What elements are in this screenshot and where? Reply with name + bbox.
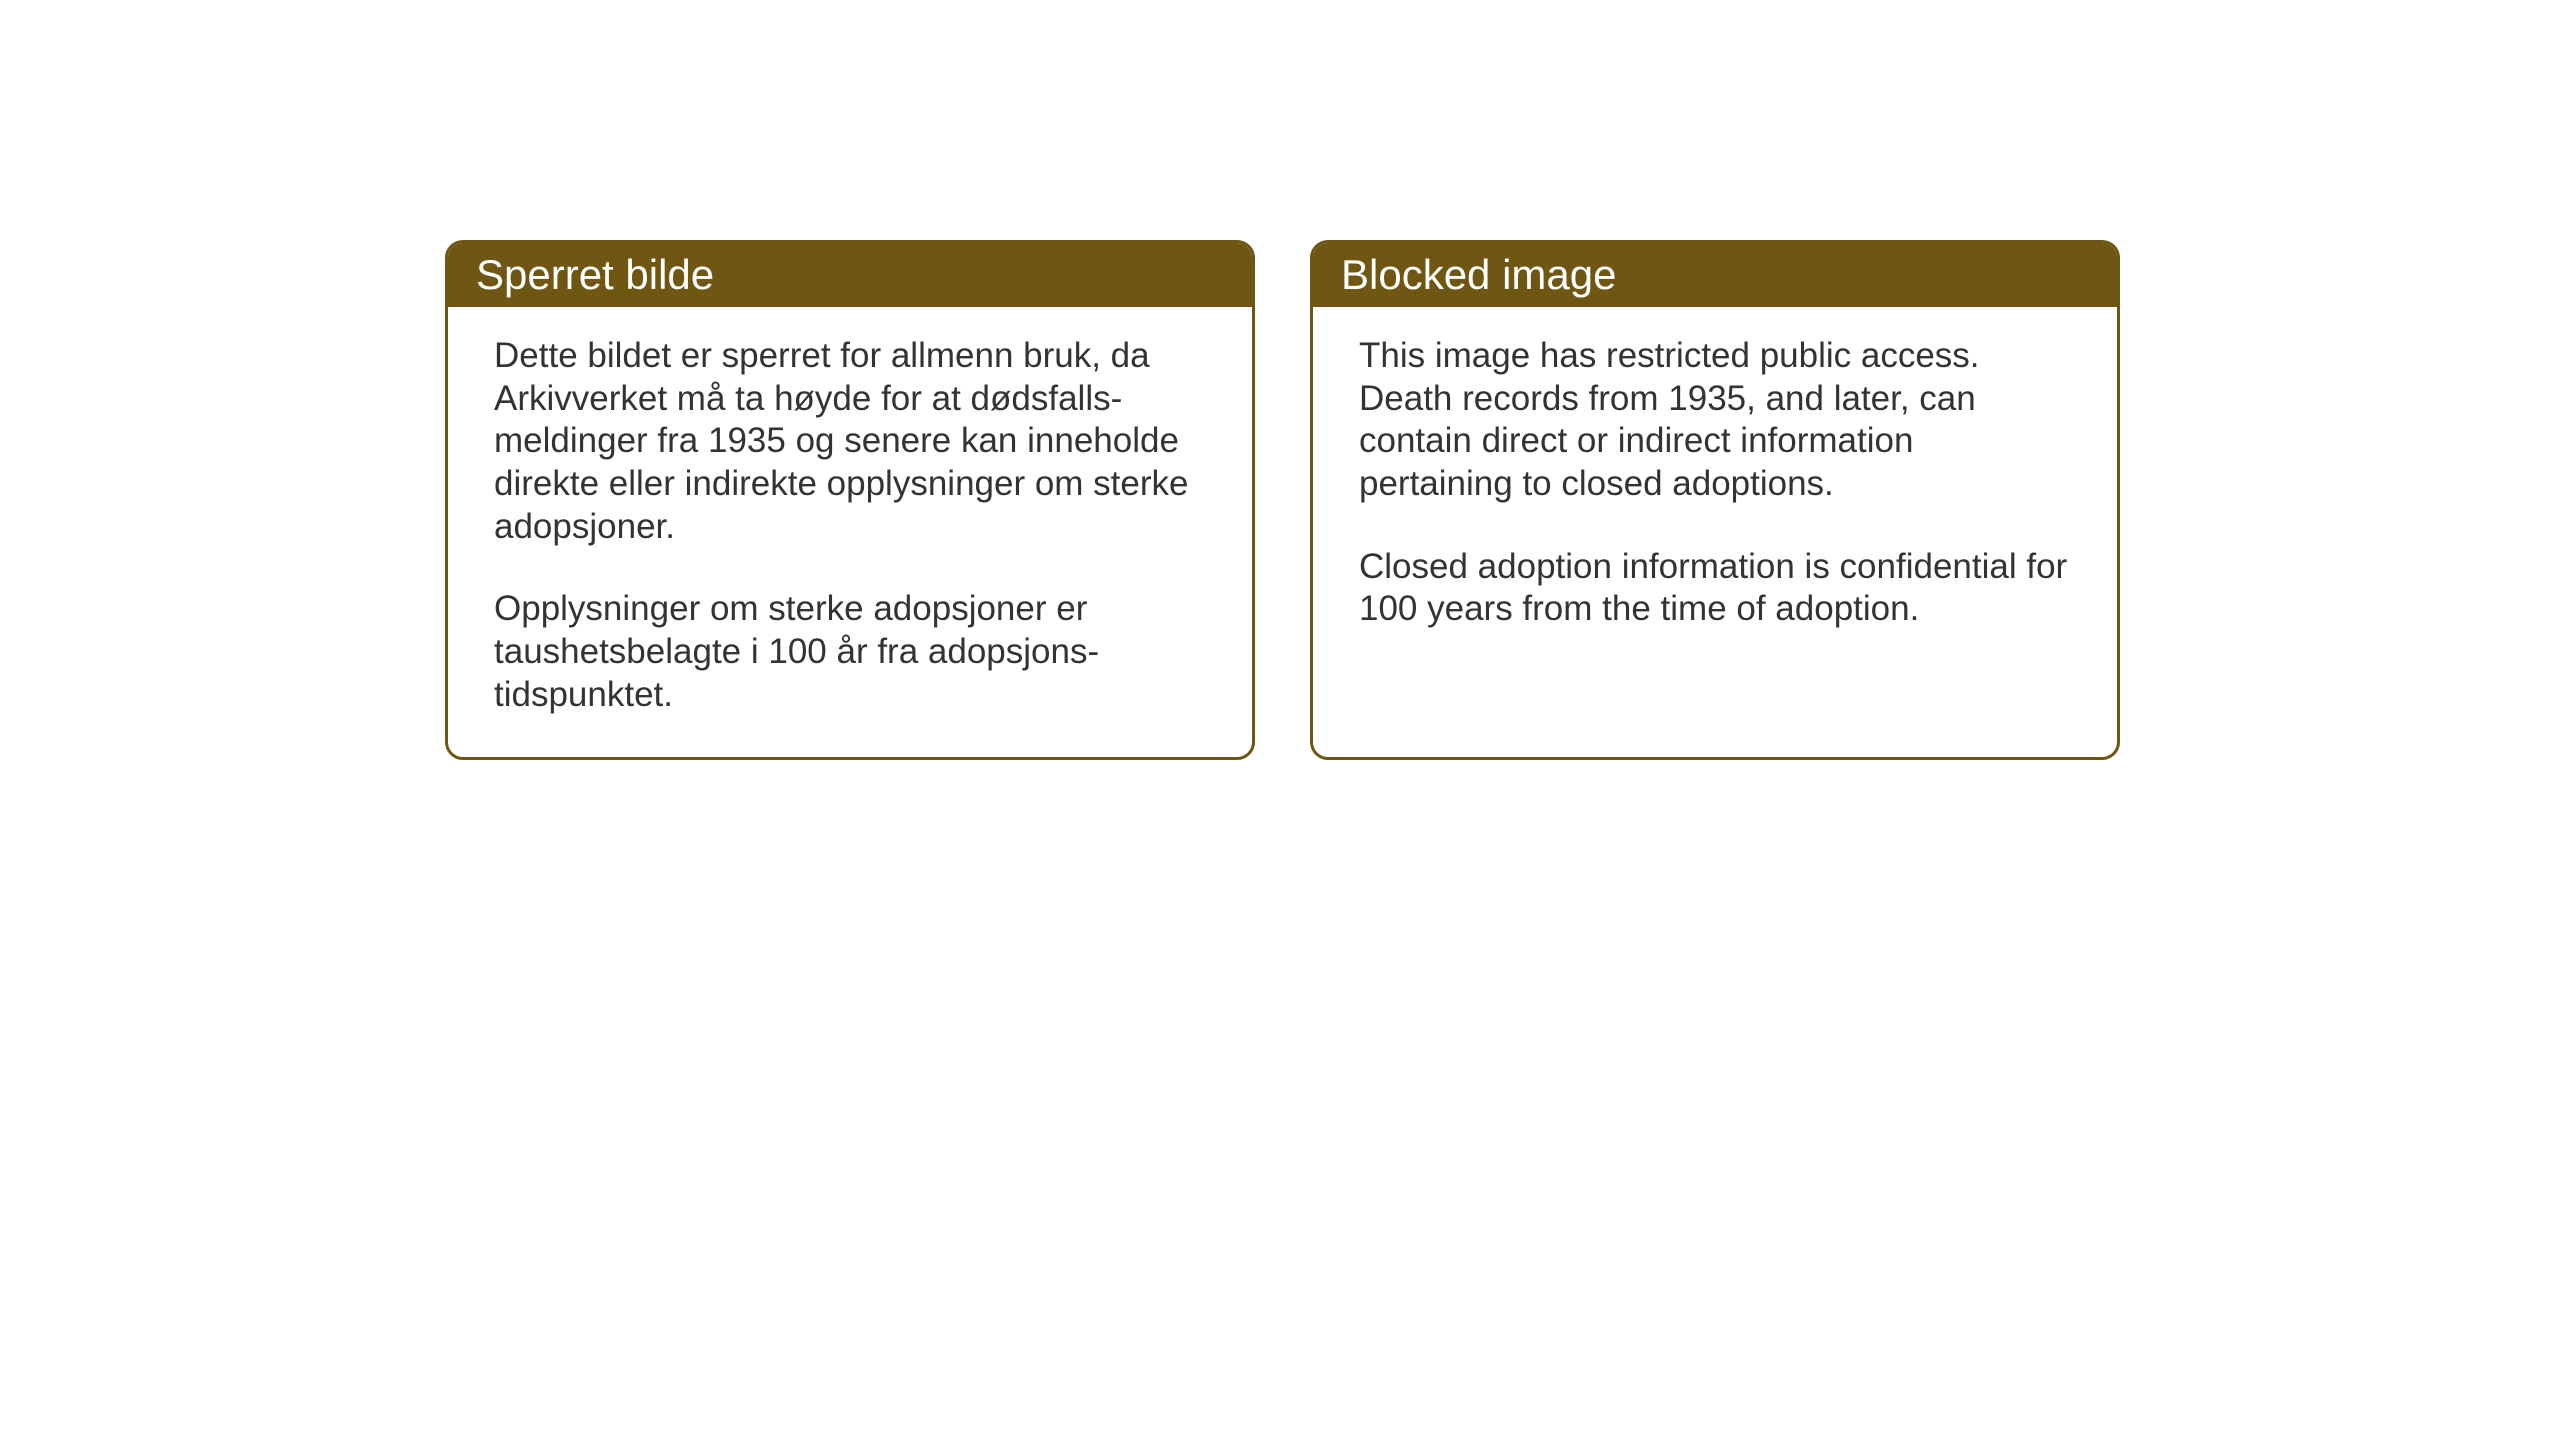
english-notice-card: Blocked image This image has restricted … <box>1310 240 2120 760</box>
english-card-title: Blocked image <box>1313 243 2117 307</box>
notice-container: Sperret bilde Dette bildet er sperret fo… <box>445 240 2120 760</box>
norwegian-paragraph-1: Dette bildet er sperret for allmenn bruk… <box>494 335 1206 548</box>
norwegian-card-title: Sperret bilde <box>448 243 1252 307</box>
english-paragraph-2: Closed adoption information is confident… <box>1359 546 2071 631</box>
english-card-body: This image has restricted public access.… <box>1313 307 2117 671</box>
norwegian-notice-card: Sperret bilde Dette bildet er sperret fo… <box>445 240 1255 760</box>
norwegian-card-body: Dette bildet er sperret for allmenn bruk… <box>448 307 1252 757</box>
norwegian-paragraph-2: Opplysninger om sterke adopsjoner er tau… <box>494 588 1206 716</box>
english-paragraph-1: This image has restricted public access.… <box>1359 335 2071 506</box>
